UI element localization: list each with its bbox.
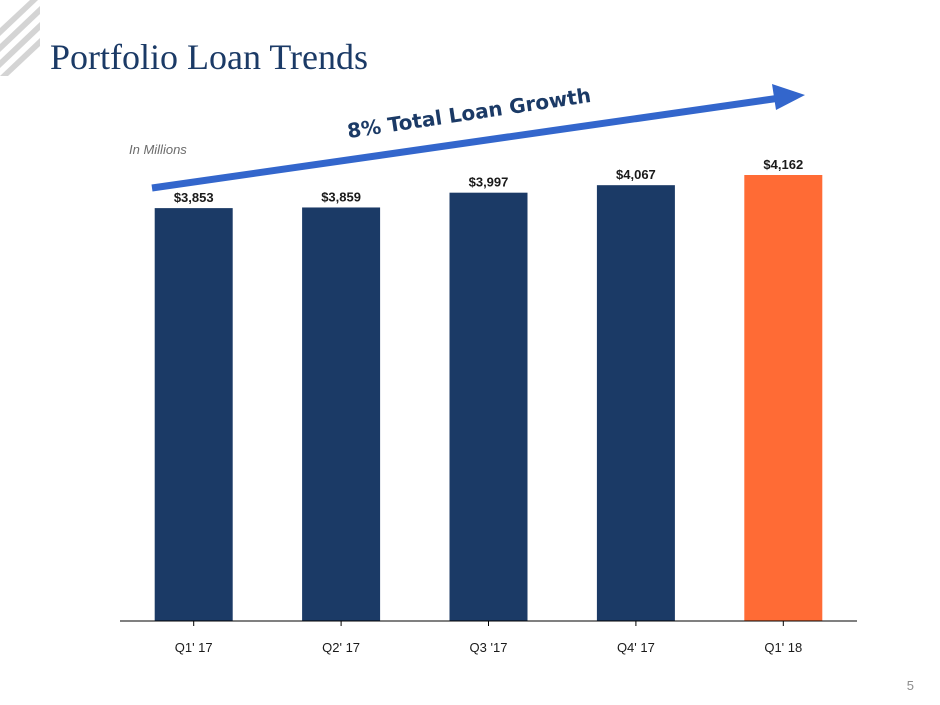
x-tick-label-4: Q4' 17 (617, 640, 655, 655)
data-label-2: $3,859 (321, 189, 361, 204)
page-number: 5 (906, 678, 914, 693)
data-label-1: $3,853 (174, 190, 214, 205)
x-tick-label-1: Q1' 17 (175, 640, 213, 655)
growth-arrow-shaft (151, 94, 781, 192)
data-label-3: $3,997 (469, 175, 509, 190)
data-label-5: $4,162 (763, 157, 803, 172)
page-title: Portfolio Loan Trends (50, 37, 369, 77)
bar-5 (744, 175, 823, 621)
x-tick-label-2: Q2' 17 (322, 640, 360, 655)
x-tick-label-5: Q1' 18 (764, 640, 802, 655)
bar-4 (596, 185, 675, 621)
growth-arrow (151, 84, 805, 192)
bar-2 (302, 207, 381, 621)
unit-label: In Millions (129, 142, 187, 157)
data-label-4: $4,067 (616, 167, 656, 182)
company-logo-mark (0, 0, 40, 76)
bar-1 (154, 208, 233, 622)
growth-arrow-head (772, 84, 805, 110)
x-tick-label-3: Q3 '17 (470, 640, 508, 655)
bar-3 (449, 192, 528, 621)
growth-annotation: 8% Total Loan Growth (346, 83, 593, 143)
